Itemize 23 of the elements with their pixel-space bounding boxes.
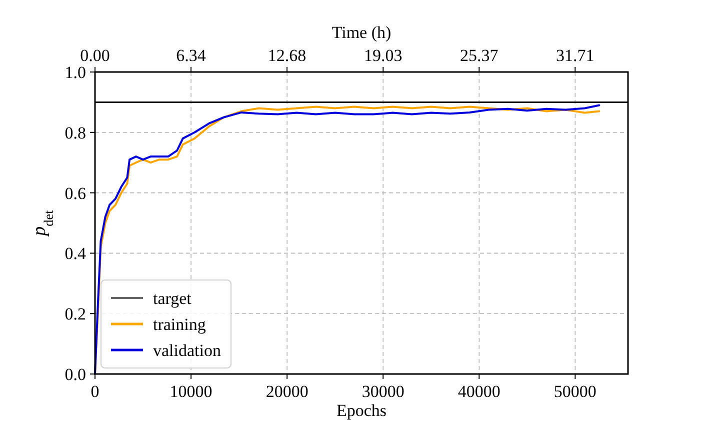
- x2-tick-label: 19.03: [364, 46, 402, 65]
- x-axis-title: Epochs: [336, 401, 387, 420]
- x-tick-label: 30000: [362, 382, 404, 401]
- x-tick-label: 40000: [458, 382, 500, 401]
- x2-axis-title: Time (h): [332, 23, 392, 42]
- y-tick-label: 0.8: [64, 123, 86, 142]
- legend-label: target: [153, 289, 192, 308]
- x-tick-label: 50000: [554, 382, 596, 401]
- y-tick-label: 0.0: [64, 365, 86, 384]
- y-tick-label: 0.2: [64, 304, 86, 324]
- y-tick-label: 0.6: [64, 184, 86, 203]
- x2-tick-label: 12.68: [268, 46, 306, 65]
- x2-tick-label: 6.34: [176, 46, 206, 65]
- x-tick-label: 0: [90, 382, 100, 401]
- x2-tick-label: 0.00: [80, 46, 110, 65]
- y-tick-label: 1.0: [64, 63, 86, 82]
- y-tick-label: 0.4: [64, 244, 86, 264]
- legend-label: training: [153, 315, 206, 334]
- x2-tick-label: 25.37: [460, 46, 499, 65]
- x2-tick-label: 31.71: [556, 46, 594, 65]
- x-tick-label: 20000: [266, 382, 308, 401]
- x-tick-label: 10000: [170, 382, 212, 401]
- legend-label: validation: [153, 341, 222, 360]
